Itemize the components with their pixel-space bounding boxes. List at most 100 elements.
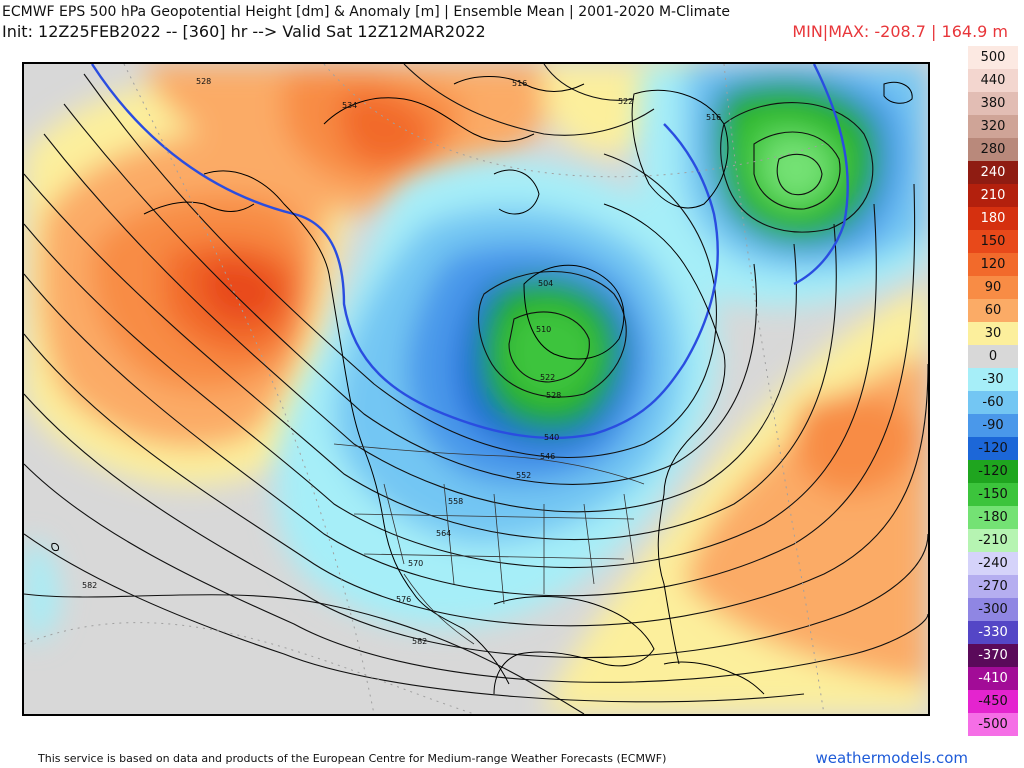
legend-label: -210	[978, 533, 1008, 548]
legend-entry: 180	[968, 207, 1018, 230]
graticule	[24, 64, 825, 714]
legend-label: -270	[978, 579, 1008, 594]
legend-entry: 500	[968, 46, 1018, 69]
legend-entry: -210	[968, 529, 1018, 552]
contour-label: 564	[436, 529, 451, 538]
legend-swatch	[968, 184, 1018, 207]
legend-swatch	[968, 276, 1018, 299]
legend-swatch	[968, 483, 1018, 506]
legend-label: 240	[980, 165, 1006, 180]
legend-entry: -450	[968, 690, 1018, 713]
legend-entry: -500	[968, 713, 1018, 736]
legend-swatch	[968, 529, 1018, 552]
anomaly-legend: 500 440 380 320 280 240 210 180 150 120 90 60 30 0 -30…	[968, 46, 1018, 736]
legend-label: -120	[978, 441, 1008, 456]
contour-label: 528	[196, 77, 211, 86]
reference-height-contour	[90, 64, 719, 440]
contour-label: 576	[396, 595, 411, 604]
legend-swatch	[968, 115, 1018, 138]
legend-label: 0	[988, 349, 998, 364]
legend-label: 380	[980, 96, 1006, 111]
legend-label: -410	[978, 671, 1008, 686]
political-borders	[333, 443, 645, 645]
legend-swatch	[968, 644, 1018, 667]
geopotential-height-contours	[24, 64, 928, 714]
contour-label: 528	[546, 391, 561, 400]
legend-swatch	[968, 92, 1018, 115]
legend-entry: 440	[968, 69, 1018, 92]
reference-height-contour-east	[793, 64, 849, 286]
legend-entry: 210	[968, 184, 1018, 207]
legend-entry: 240	[968, 161, 1018, 184]
legend-entry: -120	[968, 437, 1018, 460]
legend-swatch	[968, 138, 1018, 161]
ecmwf-attribution: This service is based on data and produc…	[38, 752, 667, 765]
site-link[interactable]: weathermodels.com	[815, 749, 968, 767]
legend-swatch	[968, 345, 1018, 368]
legend-label: 150	[980, 234, 1006, 249]
contour-label: 582	[82, 581, 97, 590]
legend-entry: -300	[968, 598, 1018, 621]
legend-label: -300	[978, 602, 1008, 617]
legend-entry: -30	[968, 368, 1018, 391]
contour-labels: 528 534 516 522 516 504 510 522 528 540 546 552 558 5…	[82, 77, 721, 646]
positive-anomaly-fields	[24, 64, 928, 714]
legend-entry: 30	[968, 322, 1018, 345]
legend-swatch	[968, 713, 1018, 736]
contour-label: 522	[618, 97, 633, 106]
legend-entry: -150	[968, 483, 1018, 506]
legend-swatch	[968, 299, 1018, 322]
contour-label: 516	[706, 113, 721, 122]
legend-entry: 120	[968, 253, 1018, 276]
legend-swatch	[968, 552, 1018, 575]
legend-label: -120	[978, 464, 1008, 479]
map-valid-time: Init: 12Z25FEB2022 -- [360] hr --> Valid…	[2, 22, 486, 41]
legend-label: -330	[978, 625, 1008, 640]
legend-entry: -410	[968, 667, 1018, 690]
legend-label: -240	[978, 556, 1008, 571]
map-title: ECMWF EPS 500 hPa Geopotential Height [d…	[2, 4, 730, 20]
anomaly-map[interactable]: 528 534 516 522 516 504 510 522 528 540 546 552 558 5…	[22, 62, 930, 716]
legend-label: 280	[980, 142, 1006, 157]
legend-label: 180	[980, 211, 1006, 226]
contour-label: 558	[448, 497, 463, 506]
legend-label: -30	[982, 372, 1004, 387]
legend-label: 320	[980, 119, 1006, 134]
legend-label: 440	[980, 73, 1006, 88]
coastlines-and-borders	[51, 76, 913, 695]
legend-entry: -240	[968, 552, 1018, 575]
legend-entry: -180	[968, 506, 1018, 529]
contour-label: 534	[342, 101, 357, 110]
legend-entry: -60	[968, 391, 1018, 414]
legend-swatch	[968, 161, 1018, 184]
legend-swatch	[968, 414, 1018, 437]
contour-label: 522	[540, 373, 555, 382]
legend-label: 30	[984, 326, 1002, 341]
legend-label: 500	[980, 50, 1006, 65]
contour-label: 552	[516, 471, 531, 480]
legend-label: -180	[978, 510, 1008, 525]
legend-swatch	[968, 506, 1018, 529]
contour-label: 546	[540, 452, 555, 461]
contour-label: 510	[536, 325, 551, 334]
legend-entry: 60	[968, 299, 1018, 322]
legend-swatch	[968, 391, 1018, 414]
contour-label: 540	[544, 433, 559, 442]
legend-entry: -330	[968, 621, 1018, 644]
legend-entry: 0	[968, 345, 1018, 368]
legend-swatch	[968, 621, 1018, 644]
legend-swatch	[968, 437, 1018, 460]
min-max-readout: MIN|MAX: -208.7 | 164.9 m	[792, 22, 1008, 41]
legend-swatch	[968, 575, 1018, 598]
legend-swatch	[968, 230, 1018, 253]
legend-label: 60	[984, 303, 1002, 318]
contour-label: 504	[538, 279, 553, 288]
legend-swatch	[968, 368, 1018, 391]
legend-swatch	[968, 598, 1018, 621]
legend-swatch	[968, 460, 1018, 483]
legend-label: -90	[982, 418, 1004, 433]
legend-entry: 280	[968, 138, 1018, 161]
legend-label: -60	[982, 395, 1004, 410]
contour-label: 516	[512, 79, 527, 88]
contour-label: 570	[408, 559, 423, 568]
